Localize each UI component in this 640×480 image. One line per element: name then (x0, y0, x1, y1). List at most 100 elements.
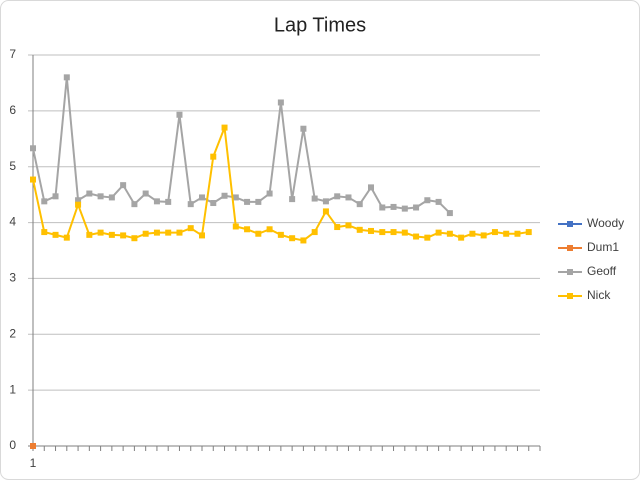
y-tick-label: 4 (9, 215, 16, 229)
legend-label: Nick (587, 288, 611, 302)
point-marker (75, 197, 82, 204)
legend-label: Woody (587, 216, 624, 230)
point-marker (446, 210, 453, 217)
point-marker (300, 237, 307, 244)
y-tick-label: 3 (9, 271, 16, 285)
point-marker (345, 222, 352, 229)
point-marker (63, 234, 70, 241)
point-marker (221, 192, 228, 199)
point-marker (266, 226, 273, 233)
point-marker (131, 235, 138, 242)
point-marker (210, 200, 217, 207)
point-marker (334, 224, 341, 231)
point-marker (142, 230, 149, 237)
point-marker (435, 229, 442, 236)
point-marker (30, 176, 36, 183)
point-marker (435, 198, 442, 205)
point-marker (165, 229, 172, 236)
point-marker (108, 194, 115, 201)
point-marker (176, 111, 183, 118)
y-tick-label: 0 (9, 438, 16, 452)
point-marker (232, 223, 239, 230)
point-marker (75, 201, 82, 208)
point-marker (469, 230, 476, 237)
point-marker (244, 226, 251, 233)
point-marker (255, 230, 262, 237)
point-marker (165, 198, 172, 205)
point-marker (345, 194, 352, 201)
legend-marker (567, 245, 573, 251)
point-marker (322, 198, 329, 205)
point-marker (379, 229, 386, 236)
point-marker (311, 195, 318, 202)
point-marker (199, 232, 205, 239)
legend-label: Geoff (587, 264, 617, 278)
point-marker (356, 226, 363, 233)
y-tick-label: 2 (9, 326, 16, 340)
point-marker (401, 205, 408, 212)
y-tick-label: 7 (9, 47, 16, 61)
point-marker (368, 184, 374, 191)
point-marker (232, 194, 239, 201)
point-marker (401, 229, 408, 236)
point-marker (446, 230, 453, 237)
point-marker (525, 229, 532, 236)
point-marker (390, 203, 397, 210)
point-marker (491, 229, 498, 236)
point-marker (153, 229, 160, 236)
point-marker (97, 229, 104, 236)
point-marker (277, 99, 284, 106)
chart-title: Lap Times (274, 14, 366, 36)
point-marker (30, 443, 36, 449)
point-marker (63, 74, 70, 81)
point-marker (41, 198, 48, 205)
point-marker (120, 232, 127, 239)
point-marker (142, 190, 149, 197)
point-marker (266, 190, 273, 197)
point-marker (108, 231, 115, 238)
point-marker (480, 232, 487, 239)
point-marker (514, 230, 521, 237)
point-marker (356, 201, 363, 208)
point-marker (187, 225, 194, 232)
point-marker (86, 190, 93, 197)
legend-label: Dum1 (587, 240, 619, 254)
point-marker (390, 229, 397, 236)
point-marker (300, 125, 307, 132)
point-marker (86, 231, 93, 238)
y-tick-label: 1 (9, 382, 16, 396)
point-marker (30, 145, 36, 152)
point-marker (187, 201, 194, 208)
point-marker (131, 201, 138, 208)
point-marker (289, 235, 296, 242)
point-marker (41, 229, 48, 236)
point-marker (379, 204, 386, 211)
point-marker (97, 193, 104, 200)
point-marker (334, 193, 341, 200)
point-marker (176, 229, 183, 236)
point-marker (52, 231, 59, 238)
point-marker (458, 234, 465, 241)
point-marker (210, 153, 217, 160)
point-marker (368, 227, 374, 234)
legend-marker (567, 269, 573, 275)
point-marker (311, 229, 318, 236)
x-tick-label: 1 (30, 456, 37, 470)
point-marker (199, 194, 205, 201)
point-marker (221, 124, 228, 131)
point-marker (153, 198, 160, 205)
point-marker (413, 233, 420, 240)
point-marker (244, 198, 251, 205)
point-marker (424, 197, 431, 204)
point-marker (52, 193, 59, 200)
y-tick-label: 6 (9, 103, 16, 117)
y-tick-label: 5 (9, 159, 16, 173)
point-marker (255, 198, 262, 205)
point-marker (289, 196, 296, 203)
point-marker (120, 182, 127, 189)
legend-marker (567, 221, 573, 227)
legend-marker (567, 293, 573, 299)
point-marker (503, 230, 510, 237)
